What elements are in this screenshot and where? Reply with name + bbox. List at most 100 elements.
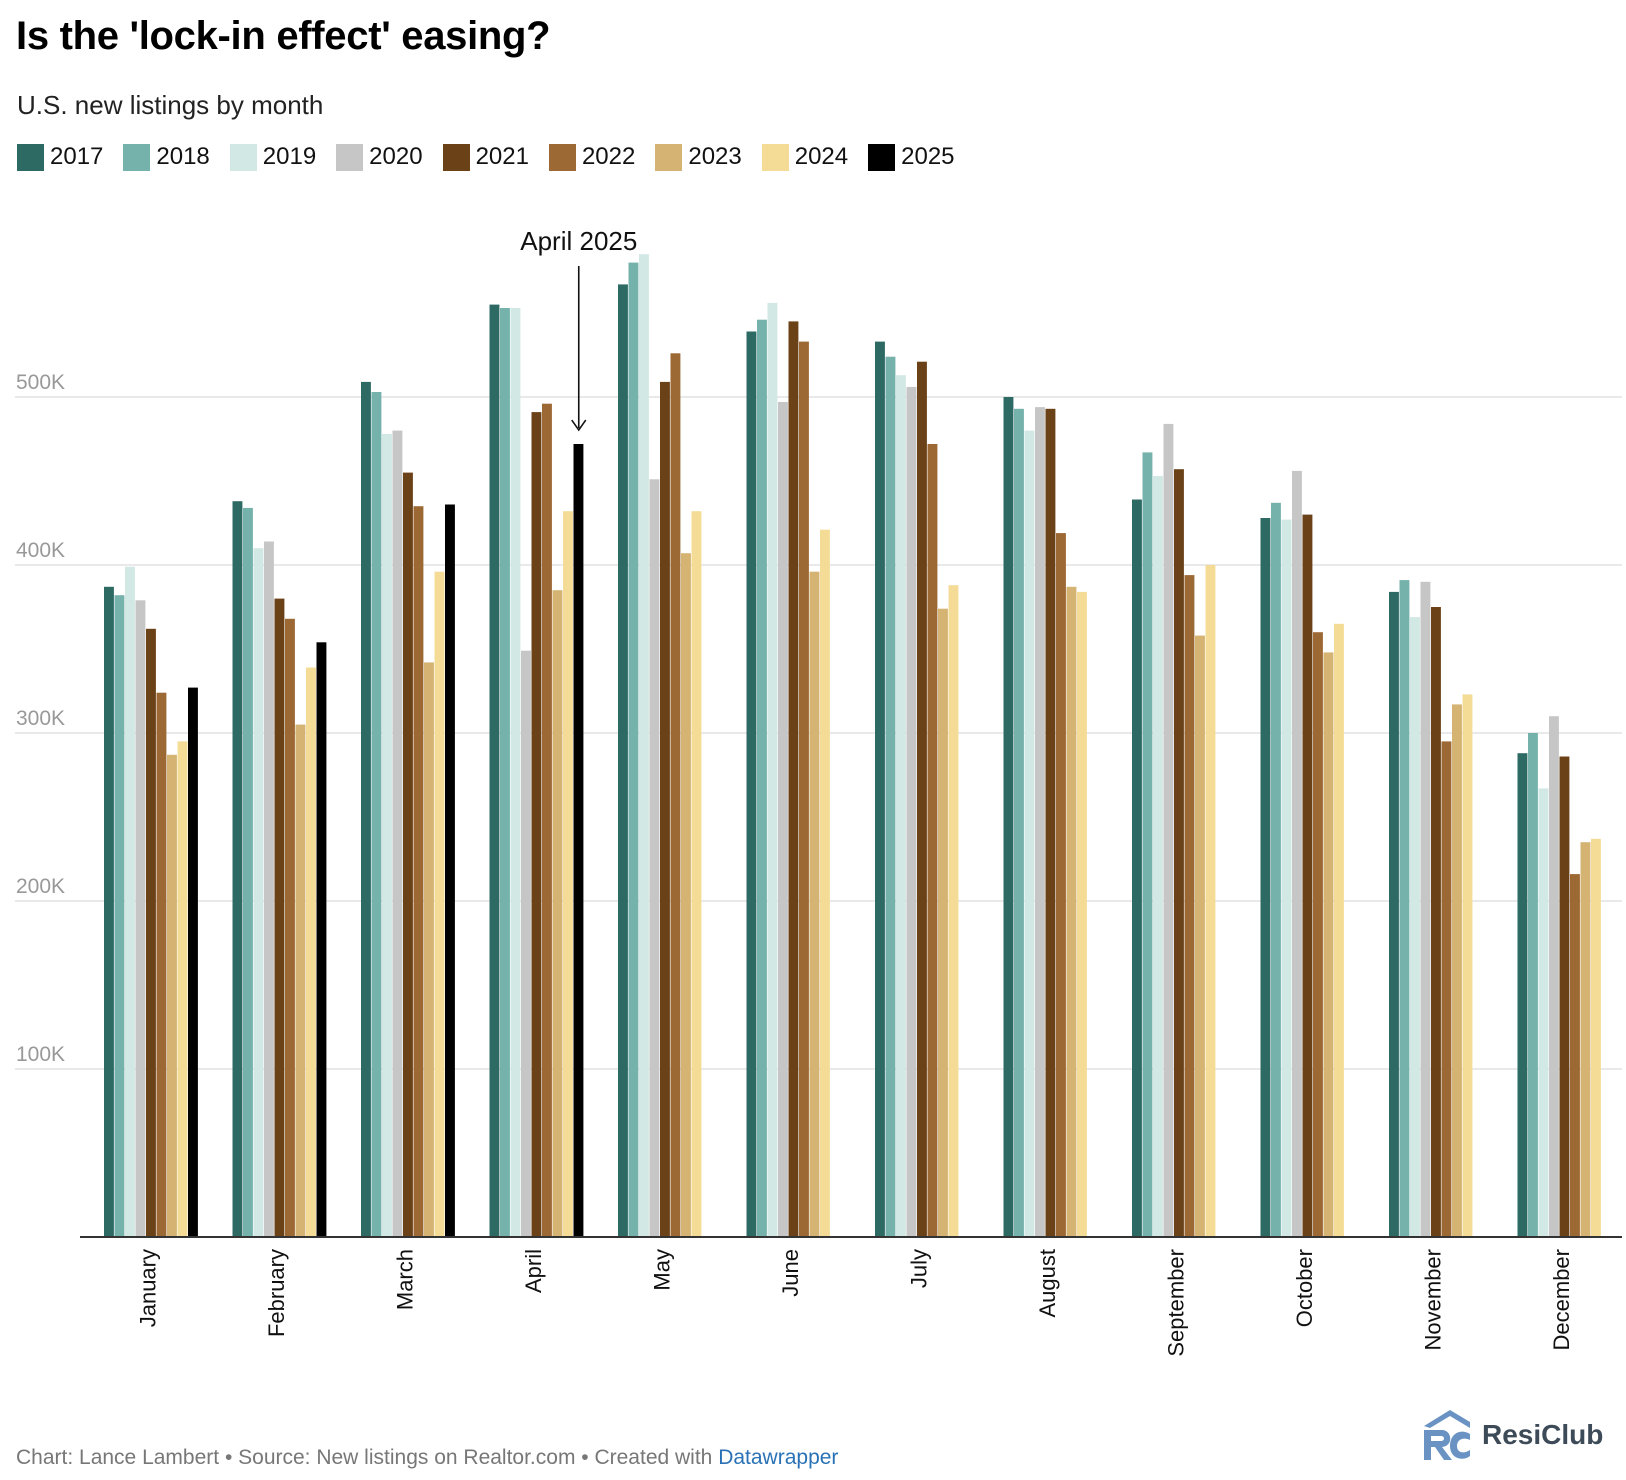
bar-march-2025	[445, 504, 455, 1237]
bar-september-2022	[1184, 575, 1195, 1237]
bar-january-2017	[104, 586, 114, 1237]
bar-august-2019	[1024, 430, 1035, 1238]
bar-april-2022	[542, 403, 552, 1237]
legend-label: 2018	[156, 143, 210, 170]
bar-april-2020	[521, 650, 531, 1237]
bar-november-2024	[1462, 694, 1473, 1237]
bar-november-2017	[1389, 591, 1399, 1237]
bar-october-2020	[1292, 470, 1302, 1237]
bar-february-2017	[232, 501, 243, 1237]
bar-february-2021	[274, 598, 285, 1237]
legend: 2017 2018 2019 2020 2021 2022 2023 2024 2025	[17, 143, 975, 171]
legend-label: 2022	[581, 143, 636, 170]
bar-june-2022	[799, 341, 809, 1238]
y-tick-label: 300K	[16, 707, 65, 730]
bar-october-2019	[1281, 519, 1292, 1237]
legend-swatch	[655, 143, 683, 171]
bar-october-2022	[1313, 632, 1323, 1237]
bar-may-2017	[618, 284, 628, 1237]
x-tick-label: October	[1292, 1249, 1317, 1327]
bar-november-2023	[1452, 704, 1462, 1237]
legend-item-2025: 2025	[868, 143, 955, 171]
bar-june-2019	[767, 302, 778, 1237]
bar-september-2024	[1205, 565, 1216, 1237]
bar-may-2022	[670, 353, 681, 1237]
bar-december-2019	[1538, 788, 1549, 1237]
bar-february-2023	[295, 724, 306, 1237]
bar-september-2019	[1153, 476, 1163, 1237]
brand-name: ResiClub	[1482, 1419, 1604, 1450]
bar-july-2017	[875, 341, 885, 1238]
legend-swatch	[336, 143, 364, 171]
bar-february-2025	[316, 642, 327, 1237]
bar-april-2018	[500, 308, 510, 1237]
bar-september-2017	[1132, 499, 1142, 1237]
bar-august-2018	[1014, 408, 1024, 1237]
bar-may-2019	[639, 254, 649, 1237]
bar-july-2021	[917, 361, 927, 1237]
bar-june-2023	[809, 571, 820, 1237]
bar-july-2024	[948, 585, 959, 1237]
x-tick-label: August	[1035, 1249, 1060, 1318]
datawrapper-link[interactable]: Datawrapper	[718, 1446, 839, 1469]
bar-january-2025	[188, 687, 198, 1237]
bar-july-2023	[938, 608, 948, 1237]
legend-label: 2019	[262, 143, 317, 170]
bar-august-2023	[1066, 586, 1077, 1237]
y-axis-ticks: 100K 200K 300K 400K 500K	[16, 371, 65, 1066]
legend-swatch	[868, 143, 896, 171]
bar-april-2023	[552, 590, 563, 1237]
x-tick-label: December	[1549, 1249, 1574, 1350]
bar-november-2021	[1431, 607, 1441, 1237]
bar-may-2024	[691, 511, 702, 1237]
legend-swatch	[229, 143, 257, 171]
legend-item-2024: 2024	[761, 143, 848, 171]
bar-june-2024	[820, 529, 830, 1237]
bar-november-2020	[1420, 581, 1431, 1237]
bar-march-2017	[361, 381, 371, 1237]
bar-july-2019	[896, 375, 906, 1237]
bar-november-2019	[1410, 617, 1420, 1237]
bar-september-2020	[1163, 423, 1174, 1237]
bar-march-2019	[382, 434, 392, 1237]
legend-label: 2021	[475, 143, 529, 170]
bar-april-2025	[573, 444, 584, 1237]
bar-december-2024	[1591, 838, 1601, 1237]
bar-april-2024	[563, 511, 573, 1237]
x-tick-label: January	[135, 1249, 160, 1327]
bar-march-2020	[392, 430, 403, 1238]
bar-june-2021	[788, 321, 799, 1237]
legend-item-2017: 2017	[17, 143, 103, 171]
bar-october-2021	[1302, 514, 1313, 1237]
bar-june-2020	[778, 402, 788, 1237]
bar-january-2020	[135, 600, 146, 1237]
bar-chart: 100K 200K 300K 400K 500K January February Marc…	[15, 226, 1622, 1357]
y-tick-label: 100K	[16, 1043, 65, 1066]
legend-label: 2023	[688, 143, 742, 170]
legend-label: 2025	[901, 143, 955, 170]
bar-june-2018	[757, 319, 767, 1237]
bar-february-2019	[253, 548, 264, 1237]
bar-june-2017	[746, 331, 757, 1237]
y-tick-label: 400K	[16, 539, 65, 562]
bar-december-2022	[1570, 874, 1580, 1237]
bar-october-2024	[1334, 623, 1344, 1237]
bars	[104, 254, 1601, 1238]
legend-label: 2017	[50, 143, 104, 170]
footer-text: Chart: Lance Lambert • Source: New listi…	[16, 1446, 719, 1469]
bar-january-2022	[156, 692, 167, 1237]
bar-february-2024	[306, 667, 316, 1237]
legend-label: 2020	[369, 143, 423, 170]
x-tick-label: July	[906, 1249, 931, 1288]
bar-july-2022	[927, 444, 938, 1237]
bar-march-2021	[403, 472, 413, 1238]
x-tick-label: February	[264, 1249, 289, 1337]
bar-january-2021	[146, 628, 156, 1237]
bar-december-2020	[1549, 716, 1559, 1237]
bar-september-2021	[1174, 469, 1184, 1237]
bar-april-2017	[489, 304, 500, 1238]
bar-august-2021	[1045, 408, 1056, 1237]
bar-august-2022	[1056, 533, 1066, 1237]
legend-item-2020: 2020	[336, 143, 423, 171]
bar-may-2023	[681, 553, 691, 1237]
